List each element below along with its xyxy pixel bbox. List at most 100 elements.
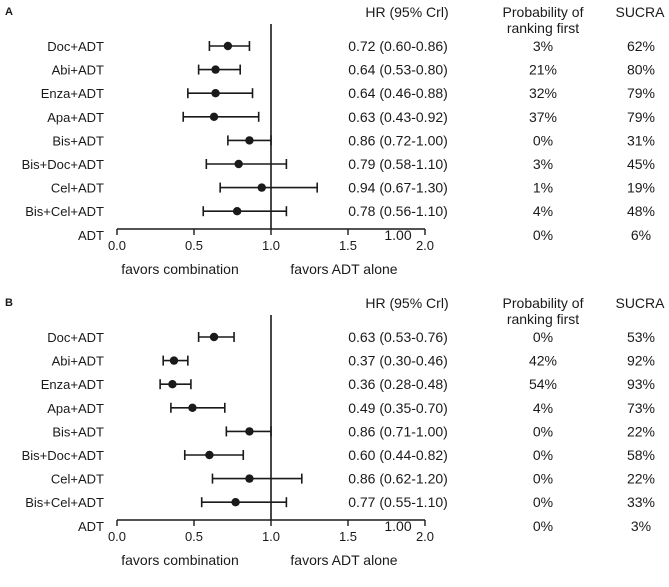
row-label: ADT xyxy=(78,519,104,534)
row-label: Apa+ADT xyxy=(47,110,104,125)
hr-value: 0.94 (0.67-1.30) xyxy=(348,180,448,196)
row-label: Apa+ADT xyxy=(47,401,104,416)
sucra-value: 6% xyxy=(631,227,651,243)
probability-value: 42% xyxy=(529,353,557,369)
sucra-column-header: SUCRA xyxy=(615,4,665,20)
probability-value: 0% xyxy=(533,132,553,148)
sucra-value: 3% xyxy=(631,518,651,534)
point-estimate xyxy=(168,380,177,389)
probability-header-line: Probability of xyxy=(503,4,584,20)
probability-value: 0% xyxy=(533,494,553,510)
favors-adt-alone-label: favors ADT alone xyxy=(290,552,397,568)
panel-label: B xyxy=(5,297,13,309)
point-estimate xyxy=(245,136,254,145)
point-estimate xyxy=(223,41,233,51)
point-estimate xyxy=(232,207,242,216)
sucra-value: 93% xyxy=(627,376,655,392)
probability-header-line: ranking first xyxy=(507,311,579,327)
panel-label: A xyxy=(5,6,13,18)
hr-column-header: HR (95% Crl) xyxy=(365,295,448,311)
favors-adt-alone-label: favors ADT alone xyxy=(290,261,397,277)
point-estimate xyxy=(205,450,214,460)
row-label: Doc+ADT xyxy=(47,330,104,345)
row-label: Bis+ADT xyxy=(52,133,104,148)
row-label: Bis+Cel+ADT xyxy=(25,495,104,510)
x-tick-label: 0.0 xyxy=(108,238,126,253)
hr-value: 0.64 (0.53-0.80) xyxy=(348,62,448,78)
sucra-value: 79% xyxy=(627,109,655,125)
x-tick-label: 1.0 xyxy=(262,238,280,253)
favors-combination-label: favors combination xyxy=(121,261,239,277)
sucra-value: 80% xyxy=(627,62,655,78)
favors-combination-label: favors combination xyxy=(121,552,239,568)
row-label: Bis+Doc+ADT xyxy=(22,157,104,172)
row-label: Abi+ADT xyxy=(52,354,104,369)
probability-value: 0% xyxy=(533,471,553,487)
x-tick-label: 2.0 xyxy=(416,238,434,253)
hr-value: 0.72 (0.60-0.86) xyxy=(348,38,448,54)
x-tick-label: 2.0 xyxy=(416,529,434,544)
hr-value: 0.37 (0.30-0.46) xyxy=(348,353,448,369)
row-label: Cel+ADT xyxy=(51,472,104,487)
probability-value: 37% xyxy=(529,109,557,125)
point-estimate xyxy=(257,183,266,192)
sucra-value: 73% xyxy=(627,400,655,416)
sucra-value: 48% xyxy=(627,203,655,219)
probability-value: 1% xyxy=(533,180,553,196)
x-tick-label: 1.5 xyxy=(339,529,357,544)
sucra-column-header: SUCRA xyxy=(615,295,665,311)
sucra-value: 92% xyxy=(627,353,655,369)
probability-value: 0% xyxy=(533,227,553,243)
probability-column-header: Probability of ranking first xyxy=(503,4,584,36)
row-label: Abi+ADT xyxy=(52,63,104,78)
probability-value: 0% xyxy=(533,518,553,534)
probability-value: 54% xyxy=(529,376,557,392)
x-tick-label: 0.5 xyxy=(185,529,203,544)
row-label: Bis+ADT xyxy=(52,424,104,439)
sucra-value: 45% xyxy=(627,156,655,172)
probability-value: 0% xyxy=(533,329,553,345)
row-label: Cel+ADT xyxy=(51,181,104,196)
hr-value: 0.86 (0.72-1.00) xyxy=(348,132,448,148)
sucra-value: 53% xyxy=(627,329,655,345)
hr-value: 0.36 (0.28-0.48) xyxy=(348,376,448,392)
sucra-value: 19% xyxy=(627,180,655,196)
probability-value: 0% xyxy=(533,423,553,439)
probability-column-header: Probability of ranking first xyxy=(503,295,584,327)
point-estimate xyxy=(245,427,254,436)
forest-panel-a: A HR (95% Crl) Probability of ranking first… xyxy=(5,4,665,277)
probability-value: 0% xyxy=(533,447,553,463)
sucra-value: 22% xyxy=(627,471,655,487)
x-tick-label: 0.5 xyxy=(185,238,203,253)
probability-header-line: ranking first xyxy=(507,20,579,36)
probability-value: 3% xyxy=(533,156,553,172)
hr-value: 0.64 (0.46-0.88) xyxy=(348,85,448,101)
point-estimate xyxy=(211,65,220,74)
hr-value: 1.00 xyxy=(384,518,411,534)
probability-value: 21% xyxy=(529,62,557,78)
probability-value: 3% xyxy=(533,38,553,54)
sucra-value: 31% xyxy=(627,132,655,148)
point-estimate xyxy=(169,356,179,365)
probability-value: 32% xyxy=(529,85,557,101)
point-estimate xyxy=(234,159,243,169)
hr-value: 0.79 (0.58-1.10) xyxy=(348,156,448,172)
row-label: Bis+Doc+ADT xyxy=(22,448,104,463)
point-estimate xyxy=(209,112,219,122)
hr-value: 0.86 (0.71-1.00) xyxy=(348,423,448,439)
hr-value: 0.63 (0.43-0.92) xyxy=(348,109,448,125)
point-estimate xyxy=(211,89,220,98)
sucra-value: 58% xyxy=(627,447,655,463)
row-label: Enza+ADT xyxy=(41,86,104,101)
hr-value: 0.60 (0.44-0.82) xyxy=(348,447,448,463)
sucra-value: 22% xyxy=(627,423,655,439)
forest-panel-b: B HR (95% Crl) Probability of ranking first… xyxy=(5,295,665,568)
hr-value: 1.00 xyxy=(384,227,411,243)
x-tick-label: 1.0 xyxy=(262,529,280,544)
point-estimate xyxy=(245,474,254,483)
row-label: Enza+ADT xyxy=(41,377,104,392)
row-label: Bis+Cel+ADT xyxy=(25,204,104,219)
hr-value: 0.78 (0.56-1.10) xyxy=(348,203,448,219)
